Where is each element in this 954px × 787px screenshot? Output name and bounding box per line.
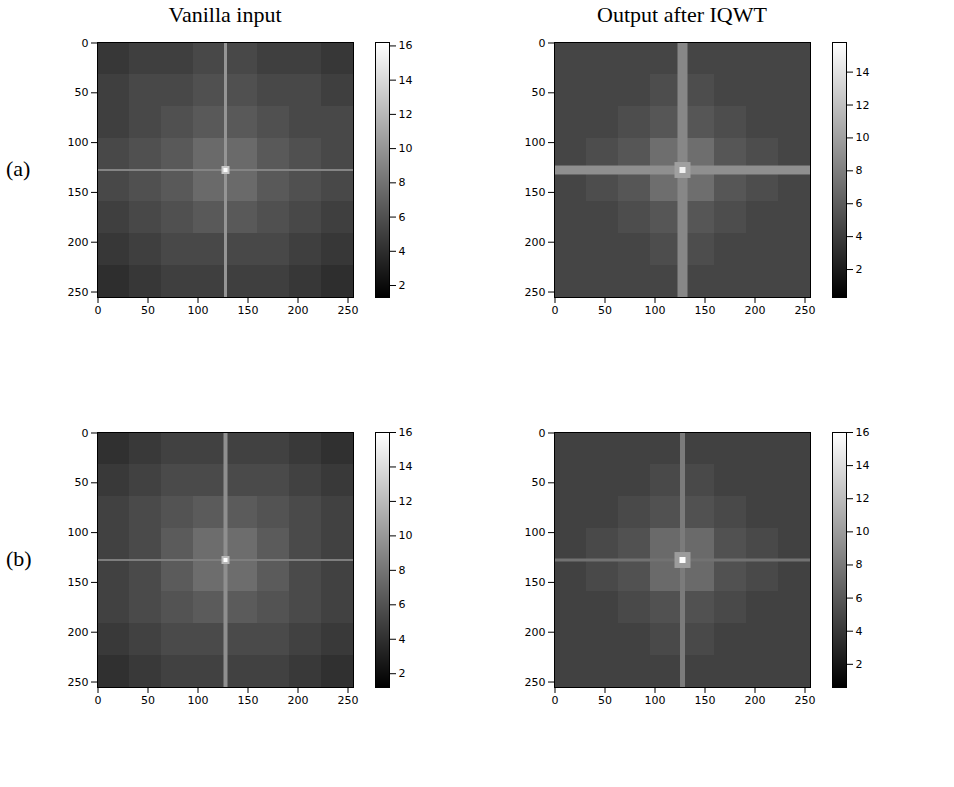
svg-text:100: 100 bbox=[188, 694, 209, 707]
svg-text:10: 10 bbox=[856, 131, 870, 144]
svg-text:250: 250 bbox=[795, 694, 816, 707]
svg-text:16: 16 bbox=[856, 426, 870, 439]
svg-text:4: 4 bbox=[856, 625, 863, 638]
svg-text:50: 50 bbox=[532, 476, 546, 489]
svg-text:12: 12 bbox=[399, 108, 413, 121]
svg-text:150: 150 bbox=[695, 304, 716, 317]
svg-text:200: 200 bbox=[745, 304, 766, 317]
svg-text:0: 0 bbox=[552, 304, 559, 317]
svg-text:250: 250 bbox=[338, 694, 359, 707]
svg-text:200: 200 bbox=[525, 236, 546, 249]
svg-text:14: 14 bbox=[856, 459, 870, 472]
svg-text:50: 50 bbox=[141, 304, 155, 317]
html-text:(b): (b) bbox=[6, 545, 32, 571]
svg-text:250: 250 bbox=[525, 286, 546, 299]
svg-text:150: 150 bbox=[238, 304, 259, 317]
html-text:(a): (a) bbox=[6, 155, 31, 181]
svg-text:50: 50 bbox=[141, 694, 155, 707]
svg-text:2: 2 bbox=[856, 263, 863, 276]
svg-text:14: 14 bbox=[856, 66, 870, 79]
svg-text:8: 8 bbox=[399, 564, 406, 577]
svg-text:10: 10 bbox=[856, 525, 870, 538]
svg-text:100: 100 bbox=[68, 526, 89, 539]
svg-text:0: 0 bbox=[552, 694, 559, 707]
svg-text:2: 2 bbox=[399, 279, 406, 292]
svg-text:0: 0 bbox=[539, 427, 546, 440]
svg-text:100: 100 bbox=[645, 694, 666, 707]
svg-text:150: 150 bbox=[525, 576, 546, 589]
html-text:Output after IQWT: Output after IQWT bbox=[597, 2, 767, 27]
svg-text:0: 0 bbox=[95, 304, 102, 317]
svg-text:0: 0 bbox=[95, 694, 102, 707]
svg-text:0: 0 bbox=[82, 37, 89, 50]
svg-text:100: 100 bbox=[525, 526, 546, 539]
svg-text:200: 200 bbox=[745, 694, 766, 707]
svg-text:200: 200 bbox=[68, 626, 89, 639]
svg-text:8: 8 bbox=[856, 164, 863, 177]
svg-text:50: 50 bbox=[75, 476, 89, 489]
svg-text:100: 100 bbox=[525, 136, 546, 149]
svg-text:2: 2 bbox=[856, 658, 863, 671]
svg-text:50: 50 bbox=[75, 86, 89, 99]
svg-text:4: 4 bbox=[399, 633, 406, 646]
svg-text:14: 14 bbox=[399, 460, 413, 473]
svg-text:100: 100 bbox=[68, 136, 89, 149]
svg-text:100: 100 bbox=[188, 304, 209, 317]
svg-text:6: 6 bbox=[856, 197, 863, 210]
svg-text:250: 250 bbox=[795, 304, 816, 317]
svg-text:0: 0 bbox=[539, 37, 546, 50]
svg-text:6: 6 bbox=[399, 598, 406, 611]
svg-text:250: 250 bbox=[68, 286, 89, 299]
svg-text:8: 8 bbox=[856, 558, 863, 571]
svg-text:12: 12 bbox=[856, 99, 870, 112]
svg-text:200: 200 bbox=[68, 236, 89, 249]
html-text:Vanilla input: Vanilla input bbox=[168, 2, 282, 27]
svg-text:10: 10 bbox=[399, 142, 413, 155]
svg-text:250: 250 bbox=[68, 676, 89, 689]
svg-text:16: 16 bbox=[399, 426, 413, 439]
svg-text:50: 50 bbox=[598, 304, 612, 317]
svg-text:14: 14 bbox=[399, 74, 413, 87]
svg-text:200: 200 bbox=[525, 626, 546, 639]
svg-text:4: 4 bbox=[856, 230, 863, 243]
svg-text:0: 0 bbox=[82, 427, 89, 440]
svg-text:6: 6 bbox=[399, 211, 406, 224]
svg-text:16: 16 bbox=[399, 39, 413, 52]
svg-text:150: 150 bbox=[238, 694, 259, 707]
svg-text:100: 100 bbox=[645, 304, 666, 317]
svg-text:150: 150 bbox=[525, 186, 546, 199]
svg-text:200: 200 bbox=[288, 304, 309, 317]
svg-text:50: 50 bbox=[532, 86, 546, 99]
svg-text:150: 150 bbox=[695, 694, 716, 707]
svg-text:200: 200 bbox=[288, 694, 309, 707]
svg-text:12: 12 bbox=[399, 495, 413, 508]
svg-text:12: 12 bbox=[856, 492, 870, 505]
svg-text:250: 250 bbox=[525, 676, 546, 689]
svg-text:6: 6 bbox=[856, 592, 863, 605]
svg-text:50: 50 bbox=[598, 694, 612, 707]
svg-text:8: 8 bbox=[399, 176, 406, 189]
svg-text:150: 150 bbox=[68, 186, 89, 199]
svg-text:10: 10 bbox=[399, 529, 413, 542]
svg-text:2: 2 bbox=[399, 667, 406, 680]
svg-text:150: 150 bbox=[68, 576, 89, 589]
svg-text:250: 250 bbox=[338, 304, 359, 317]
svg-text:4: 4 bbox=[399, 245, 406, 258]
